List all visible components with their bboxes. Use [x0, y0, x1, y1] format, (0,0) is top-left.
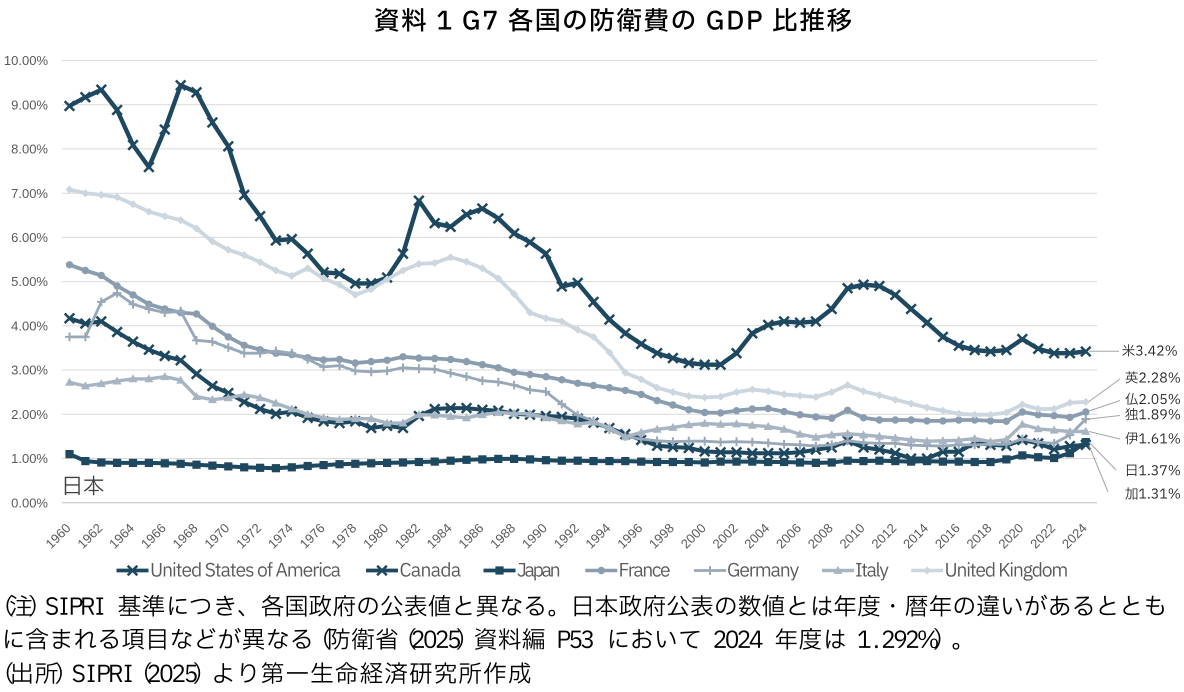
- svg-text:10.00%: 10.00%: [4, 53, 49, 68]
- svg-text:6.00%: 6.00%: [11, 230, 48, 245]
- svg-text:2.00%: 2.00%: [11, 407, 48, 422]
- svg-text:0.00%: 0.00%: [11, 495, 48, 510]
- svg-text:9.00%: 9.00%: [11, 97, 48, 112]
- svg-text:5.00%: 5.00%: [11, 274, 48, 289]
- svg-text:7.00%: 7.00%: [11, 186, 48, 201]
- svg-text:8.00%: 8.00%: [11, 142, 48, 157]
- svg-text:3.00%: 3.00%: [11, 363, 48, 378]
- svg-text:1.00%: 1.00%: [11, 451, 48, 466]
- svg-text:4.00%: 4.00%: [11, 318, 48, 333]
